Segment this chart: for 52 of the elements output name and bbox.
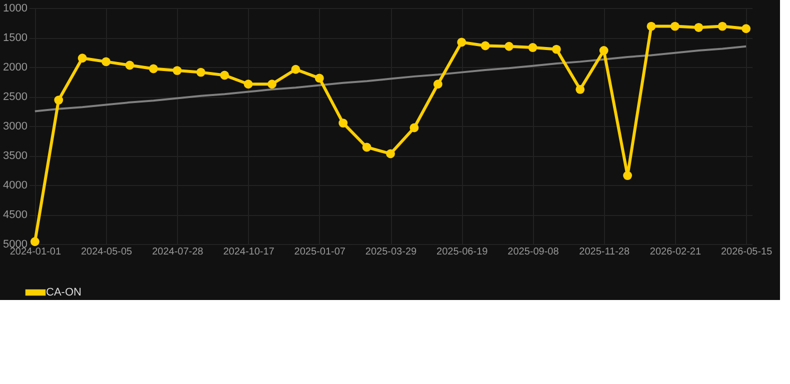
point <box>54 96 64 105</box>
point <box>433 80 442 89</box>
x-tick-label: 2025-09-08 <box>508 246 560 258</box>
point <box>148 64 158 74</box>
point <box>362 142 372 152</box>
y-tick-label: 1000 <box>3 2 28 14</box>
line-series <box>34 45 748 112</box>
point <box>646 22 656 31</box>
point <box>102 57 111 66</box>
point <box>172 66 182 76</box>
y-tick-label: 3000 <box>3 120 28 132</box>
point <box>125 60 134 70</box>
point <box>220 70 230 80</box>
point <box>670 22 680 31</box>
point <box>386 149 395 158</box>
x-tick-label: 2025-03-29 <box>365 246 418 258</box>
point <box>268 80 276 89</box>
x-tick-label: 2025-06-19 <box>436 246 488 258</box>
y-tick-label: 4500 <box>3 209 28 221</box>
point <box>528 43 538 52</box>
y-tick-label: 2500 <box>3 91 28 103</box>
point <box>552 44 561 54</box>
x-tick-label: 2025-11-28 <box>579 246 630 258</box>
point <box>30 237 40 246</box>
point <box>457 38 466 47</box>
x-tick-label: 2025-01-07 <box>294 246 346 258</box>
point <box>718 22 727 31</box>
point <box>338 118 348 128</box>
point <box>576 84 585 94</box>
point <box>480 41 490 50</box>
x-tick-label: 2024-01-01 <box>10 246 62 258</box>
x-tick-label: 2026-02-21 <box>650 246 702 258</box>
point <box>196 68 206 77</box>
point <box>244 80 253 89</box>
point <box>291 64 300 74</box>
x-tick-label: 2024-07-28 <box>152 246 204 258</box>
point <box>694 23 704 32</box>
point <box>78 54 87 63</box>
point <box>504 42 514 51</box>
y-tick-label: 4000 <box>3 180 28 192</box>
point <box>599 46 608 55</box>
point <box>623 171 632 180</box>
y-tick-label: 1500 <box>3 32 28 44</box>
point <box>742 24 751 34</box>
x-tick-label: 2024-10-17 <box>223 246 275 258</box>
y-tick-label: 3500 <box>3 150 28 162</box>
x-tick-label: 2026-05-15 <box>720 246 773 258</box>
legend-label: CA-ON <box>46 286 82 298</box>
x-tick-label: 2024-05-05 <box>80 246 133 258</box>
point <box>410 123 419 132</box>
point <box>314 74 324 83</box>
y-tick-label: 2000 <box>3 62 28 74</box>
